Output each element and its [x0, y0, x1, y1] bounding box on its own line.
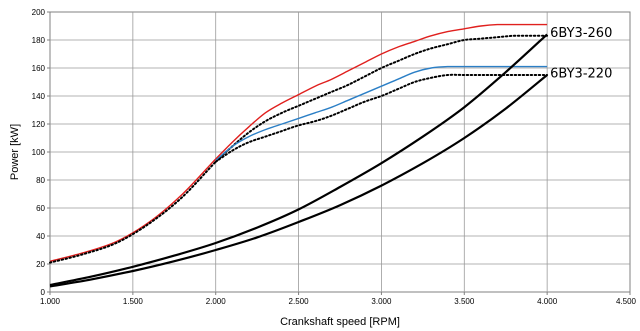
- series-annotation-2: 6BY3-220: [550, 67, 612, 82]
- y-tick-label: 0: [41, 288, 46, 297]
- y-tick-label: 100: [32, 148, 46, 157]
- series-line-2: [49, 34, 549, 264]
- series-annotation-1: 6BY3-260: [550, 26, 612, 41]
- y-tick-label: 180: [32, 36, 46, 45]
- series-line-6: [49, 74, 548, 288]
- x-tick-label: 1.500: [123, 297, 144, 306]
- series-line-3: [215, 65, 548, 161]
- x-tick-label: 2.000: [206, 297, 227, 306]
- y-tick-label: 160: [32, 64, 46, 73]
- y-tick-label: 200: [32, 8, 46, 17]
- series-line-1: [49, 23, 548, 262]
- x-tick-label: 3.500: [454, 297, 475, 306]
- x-tick-label: 2.500: [289, 297, 310, 306]
- y-tick-label: 120: [32, 120, 46, 129]
- series-layer: [49, 23, 549, 288]
- series-annotations: 6BY3-260 6BY3-220: [550, 26, 612, 82]
- y-tick-label: 20: [36, 260, 45, 269]
- y-tick-label: 140: [32, 92, 46, 101]
- x-tick-label: 4.500: [616, 297, 637, 306]
- x-axis-title: Crankshaft speed [RPM]: [280, 316, 400, 328]
- series-line-4: [214, 73, 549, 163]
- series-line-5: [49, 33, 548, 287]
- y-axis-title: Power [kW]: [9, 124, 21, 180]
- x-tick-label: 4.000: [537, 297, 558, 306]
- tick-labels: 0 20 40 60 80 100 120 140 160 180 200 1.000 1.500 2.0…: [32, 8, 637, 306]
- y-tick-label: 80: [36, 176, 45, 185]
- x-tick-label: 1.000: [40, 297, 61, 306]
- y-tick-label: 60: [36, 204, 45, 213]
- x-tick-label: 3.000: [371, 297, 392, 306]
- y-tick-label: 40: [36, 232, 45, 241]
